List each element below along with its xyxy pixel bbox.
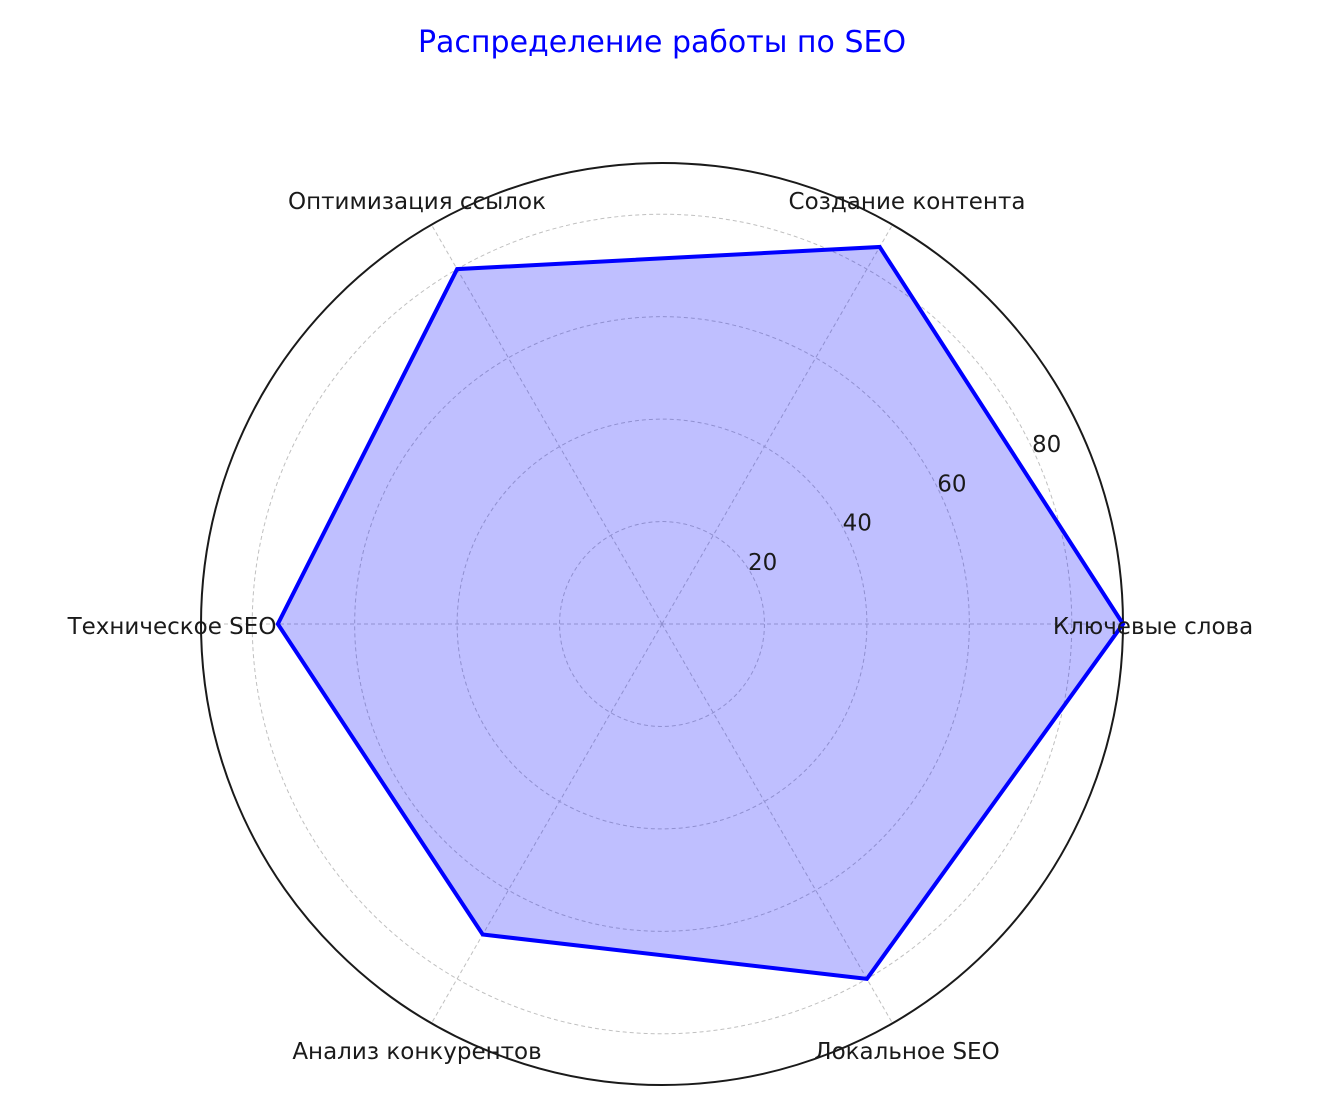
- category-label: Оптимизация ссылок: [288, 189, 546, 215]
- series: [275, 244, 1126, 981]
- category-label: Ключевые слова: [1053, 614, 1253, 640]
- category-label: Анализ конкурентов: [292, 1039, 541, 1065]
- grid-ring: [559, 521, 765, 727]
- category-label: Локальное SEO: [814, 1039, 999, 1065]
- chart-title: Распределение работы по SEO: [418, 25, 906, 60]
- radial-tick-label: 80: [1032, 432, 1061, 458]
- radial-tick-label: 40: [843, 511, 872, 537]
- category-label: Создание контента: [789, 189, 1026, 215]
- radial-tick-labels: 20 40 60 80: [748, 432, 1061, 576]
- series-fill: [277, 246, 1123, 979]
- grid-ring: [354, 316, 970, 932]
- radial-tick-label: 60: [937, 471, 966, 497]
- radial-tick-label: 20: [748, 550, 777, 576]
- category-labels: Ключевые слова Создание контента Оптимизац…: [67, 189, 1254, 1065]
- category-label: Техническое SEO: [67, 614, 277, 640]
